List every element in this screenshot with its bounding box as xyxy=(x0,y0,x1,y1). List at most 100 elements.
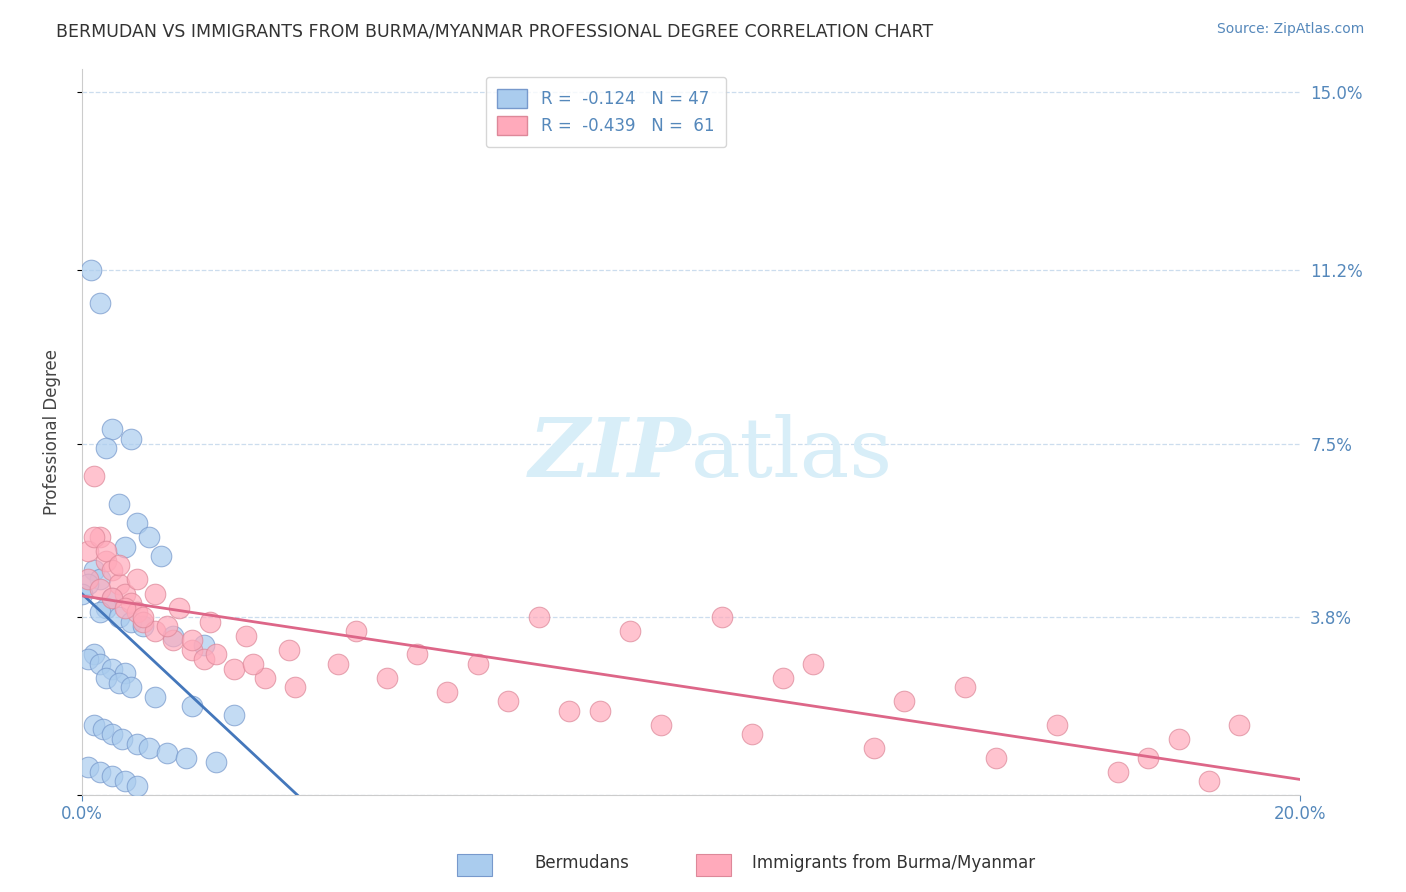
Point xyxy=(89,530,111,544)
Point xyxy=(120,432,142,446)
Point xyxy=(96,554,118,568)
Point xyxy=(83,530,105,544)
Point xyxy=(467,657,489,671)
Point xyxy=(162,629,184,643)
Point xyxy=(326,657,349,671)
Point xyxy=(107,577,129,591)
Point xyxy=(253,671,276,685)
Point xyxy=(1046,718,1069,732)
Point xyxy=(242,657,264,671)
Point xyxy=(436,685,458,699)
Point xyxy=(150,549,173,563)
Point xyxy=(527,610,550,624)
Point xyxy=(132,610,155,624)
Point xyxy=(143,624,166,638)
Point xyxy=(114,600,136,615)
Point xyxy=(77,652,100,666)
Point xyxy=(138,530,160,544)
Point xyxy=(710,610,733,624)
Point xyxy=(120,615,142,629)
Point xyxy=(83,648,105,662)
Point xyxy=(77,573,100,587)
Point xyxy=(156,746,179,760)
Point xyxy=(89,605,111,619)
Point xyxy=(406,648,429,662)
Text: Bermudans: Bermudans xyxy=(534,855,628,872)
Point xyxy=(101,727,124,741)
Point xyxy=(1198,774,1220,789)
Point xyxy=(193,652,215,666)
Point xyxy=(1107,764,1129,779)
Point xyxy=(143,690,166,704)
Point xyxy=(650,718,672,732)
Point xyxy=(83,469,105,483)
Point xyxy=(77,577,100,591)
Point xyxy=(156,619,179,633)
Point xyxy=(344,624,367,638)
Text: BERMUDAN VS IMMIGRANTS FROM BURMA/MYANMAR PROFESSIONAL DEGREE CORRELATION CHART: BERMUDAN VS IMMIGRANTS FROM BURMA/MYANMA… xyxy=(56,22,934,40)
Point xyxy=(125,516,148,531)
Point xyxy=(89,573,111,587)
Legend: R =  -0.124   N = 47, R =  -0.439   N =  61: R = -0.124 N = 47, R = -0.439 N = 61 xyxy=(486,77,725,147)
Text: ZIP: ZIP xyxy=(529,414,692,493)
Point xyxy=(278,642,301,657)
Point xyxy=(114,540,136,554)
Point xyxy=(70,586,93,600)
Point xyxy=(143,586,166,600)
Point xyxy=(96,441,118,455)
Point xyxy=(205,756,228,770)
Point xyxy=(863,741,886,756)
Point xyxy=(125,779,148,793)
Point xyxy=(132,615,155,629)
Point xyxy=(801,657,824,671)
Point xyxy=(1137,750,1160,764)
Point xyxy=(83,718,105,732)
Point xyxy=(101,563,124,577)
Point xyxy=(77,544,100,558)
Text: Source: ZipAtlas.com: Source: ZipAtlas.com xyxy=(1216,22,1364,37)
Point xyxy=(589,704,612,718)
Point xyxy=(89,582,111,596)
Point xyxy=(284,680,307,694)
Point xyxy=(180,642,202,657)
Point xyxy=(96,600,118,615)
Point xyxy=(125,605,148,619)
Point xyxy=(89,296,111,310)
Point xyxy=(83,563,105,577)
Point xyxy=(138,741,160,756)
Point xyxy=(205,648,228,662)
Point xyxy=(498,694,520,708)
Point xyxy=(114,586,136,600)
Point xyxy=(741,727,763,741)
Point xyxy=(120,596,142,610)
Point xyxy=(132,619,155,633)
Text: atlas: atlas xyxy=(692,414,893,493)
Point xyxy=(375,671,398,685)
Point xyxy=(193,638,215,652)
Point xyxy=(120,680,142,694)
Point xyxy=(224,661,246,675)
Point xyxy=(893,694,915,708)
Point xyxy=(235,629,257,643)
Point xyxy=(96,544,118,558)
Point xyxy=(224,708,246,723)
Point xyxy=(107,558,129,573)
Point xyxy=(1229,718,1251,732)
Point xyxy=(772,671,794,685)
Y-axis label: Professional Degree: Professional Degree xyxy=(44,349,60,515)
Point xyxy=(169,600,191,615)
Point xyxy=(96,671,118,685)
Point xyxy=(180,633,202,648)
Point xyxy=(101,661,124,675)
Point xyxy=(619,624,641,638)
Point xyxy=(89,764,111,779)
Point xyxy=(107,610,129,624)
Point xyxy=(162,633,184,648)
Point xyxy=(198,615,221,629)
Point xyxy=(107,498,129,512)
Point xyxy=(107,675,129,690)
Point xyxy=(101,591,124,606)
Point xyxy=(984,750,1007,764)
Point xyxy=(114,774,136,789)
Point xyxy=(1167,731,1189,746)
